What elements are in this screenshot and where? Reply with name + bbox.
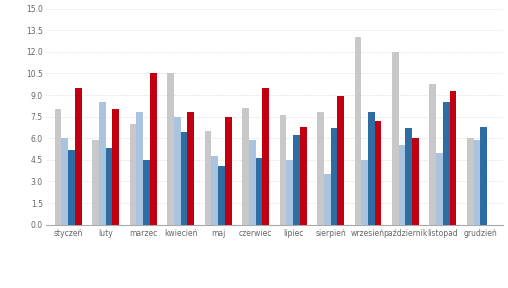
Bar xyxy=(355,37,361,225)
Bar xyxy=(279,115,287,225)
Bar xyxy=(399,145,405,225)
Bar xyxy=(287,160,293,225)
Bar xyxy=(368,112,375,225)
Bar xyxy=(55,109,61,225)
Bar xyxy=(392,52,399,225)
Bar xyxy=(218,166,225,225)
Bar xyxy=(331,128,337,225)
Bar xyxy=(205,131,211,225)
Bar xyxy=(262,88,269,225)
Bar xyxy=(61,138,68,225)
Bar xyxy=(225,117,232,225)
Bar xyxy=(412,138,419,225)
Bar xyxy=(167,73,174,225)
Bar xyxy=(481,127,487,225)
Bar xyxy=(130,124,137,225)
Bar xyxy=(443,102,450,225)
Bar xyxy=(337,96,344,225)
Bar xyxy=(361,160,368,225)
Bar xyxy=(137,112,143,225)
Bar xyxy=(211,156,218,225)
Bar xyxy=(436,153,443,225)
Bar xyxy=(112,109,119,225)
Bar xyxy=(150,73,156,225)
Bar xyxy=(181,132,187,225)
Bar xyxy=(256,158,262,225)
Bar xyxy=(99,102,106,225)
Bar xyxy=(405,128,412,225)
Bar xyxy=(467,138,473,225)
Bar xyxy=(293,135,300,225)
Bar xyxy=(429,84,436,225)
Bar xyxy=(187,112,194,225)
Bar xyxy=(68,150,75,225)
Bar xyxy=(106,148,112,225)
Bar xyxy=(174,117,181,225)
Bar xyxy=(324,174,331,225)
Bar xyxy=(249,140,256,225)
Bar xyxy=(375,121,382,225)
Bar xyxy=(317,112,324,225)
Bar xyxy=(473,140,481,225)
Bar xyxy=(300,127,306,225)
Bar xyxy=(242,108,249,225)
Bar xyxy=(75,88,82,225)
Bar xyxy=(450,91,457,225)
Bar xyxy=(143,160,150,225)
Bar xyxy=(92,140,99,225)
